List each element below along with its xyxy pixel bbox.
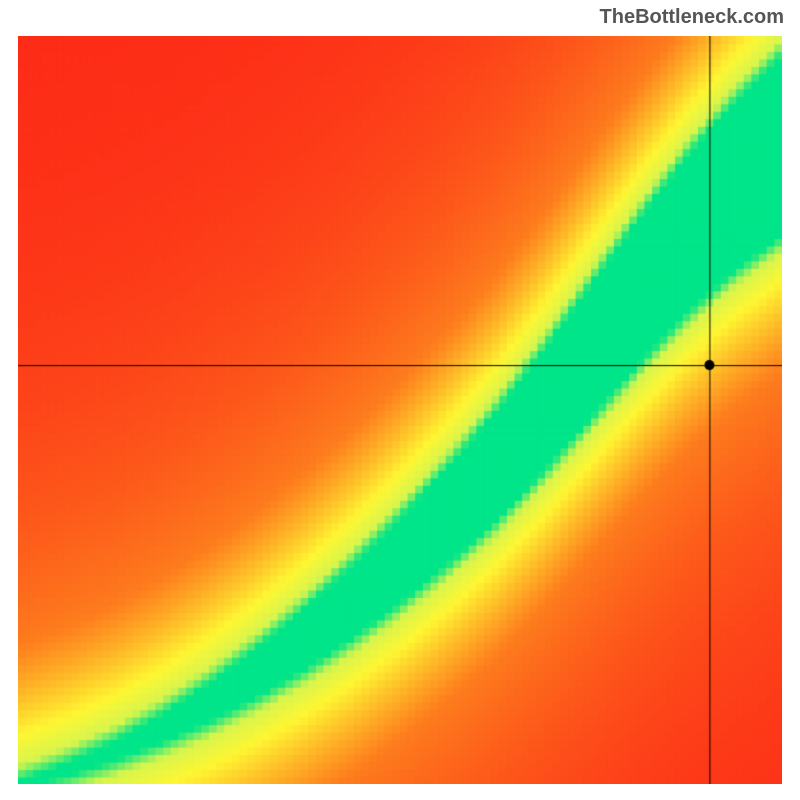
attribution-text: TheBottleneck.com: [600, 6, 784, 29]
bottleneck-heatmap: [18, 36, 782, 784]
heatmap-canvas: [18, 36, 782, 784]
